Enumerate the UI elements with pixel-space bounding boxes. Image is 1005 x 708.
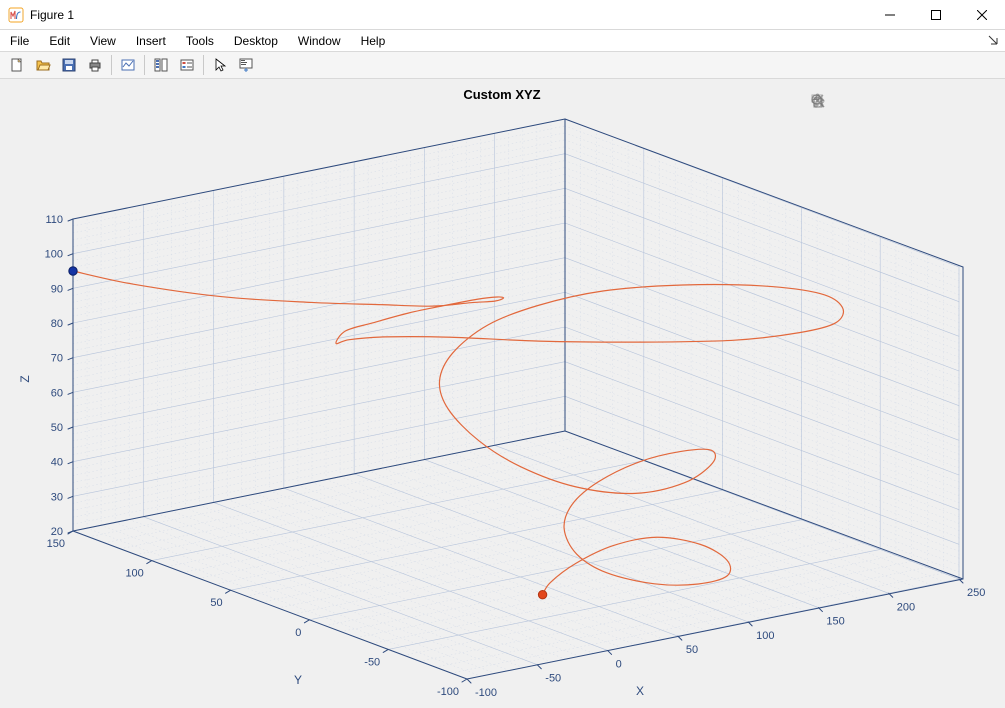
pan-icon[interactable]	[902, 94, 920, 112]
zoom-out-icon[interactable]	[948, 94, 966, 112]
svg-text:80: 80	[51, 318, 63, 330]
svg-text:-50: -50	[364, 656, 380, 668]
svg-text:50: 50	[210, 597, 222, 609]
menu-tools[interactable]: Tools	[176, 30, 224, 51]
menu-window[interactable]: Window	[288, 30, 351, 51]
close-button[interactable]	[959, 0, 1005, 30]
svg-text:X: X	[636, 684, 644, 698]
pointer-icon[interactable]	[208, 54, 232, 77]
save-icon[interactable]	[57, 54, 81, 77]
svg-text:100: 100	[756, 630, 774, 642]
zoom-in-icon[interactable]	[925, 94, 943, 112]
svg-text:150: 150	[826, 616, 844, 628]
new-figure-icon[interactable]	[5, 54, 29, 77]
menu-view[interactable]: View	[80, 30, 126, 51]
rotate3d-icon[interactable]	[879, 94, 897, 112]
menu-file[interactable]: File	[0, 30, 39, 51]
titlebar: Figure 1	[0, 0, 1005, 30]
svg-text:200: 200	[897, 601, 915, 613]
svg-text:Y: Y	[294, 673, 302, 687]
print-icon[interactable]	[83, 54, 107, 77]
figure-canvas[interactable]: 20 30 40 50 60 70 80 90 100 110 -100 -50 0 50 100 150 -1…	[0, 79, 1005, 708]
svg-text:-100: -100	[475, 687, 497, 699]
svg-text:90: 90	[51, 283, 63, 295]
home-icon[interactable]	[971, 94, 989, 112]
svg-text:20: 20	[51, 526, 63, 538]
svg-text:-50: -50	[545, 673, 561, 685]
toolbar-separator	[203, 55, 204, 75]
svg-text:110: 110	[45, 214, 63, 226]
toggle-plot-edit-icon[interactable]	[149, 54, 173, 77]
menu-help[interactable]: Help	[351, 30, 396, 51]
svg-text:50: 50	[51, 422, 63, 434]
menu-insert[interactable]: Insert	[126, 30, 176, 51]
toolbar	[0, 52, 1005, 79]
svg-text:100: 100	[125, 568, 143, 580]
menu-desktop[interactable]: Desktop	[224, 30, 288, 51]
toolbar-separator	[111, 55, 112, 75]
svg-text:60: 60	[51, 387, 63, 399]
window-title: Figure 1	[30, 8, 867, 22]
svg-text:Custom XYZ: Custom XYZ	[463, 87, 540, 102]
svg-text:250: 250	[967, 587, 985, 599]
svg-text:0: 0	[616, 658, 622, 670]
svg-text:40: 40	[51, 457, 63, 469]
link-figure-icon[interactable]	[116, 54, 140, 77]
open-icon[interactable]	[31, 54, 55, 77]
svg-text:150: 150	[47, 538, 65, 550]
minimize-button[interactable]	[867, 0, 913, 30]
svg-text:Z: Z	[18, 375, 32, 382]
app-icon	[8, 7, 24, 23]
svg-text:0: 0	[295, 627, 301, 639]
data-cursor-icon[interactable]	[234, 54, 258, 77]
menubar: File Edit View Insert Tools Desktop Wind…	[0, 30, 1005, 52]
svg-text:30: 30	[51, 491, 63, 503]
svg-text:100: 100	[45, 249, 63, 261]
svg-text:70: 70	[51, 353, 63, 365]
toolbar-separator	[144, 55, 145, 75]
axes-toolbar	[810, 93, 989, 113]
svg-text:-100: -100	[437, 686, 459, 698]
insert-legend-icon[interactable]	[175, 54, 199, 77]
svg-text:50: 50	[686, 644, 698, 656]
maximize-button[interactable]	[913, 0, 959, 30]
menu-edit[interactable]: Edit	[39, 30, 80, 51]
export-icon[interactable]	[833, 94, 851, 112]
datatip-icon[interactable]	[856, 94, 874, 112]
dock-arrow-icon[interactable]	[985, 32, 1001, 48]
